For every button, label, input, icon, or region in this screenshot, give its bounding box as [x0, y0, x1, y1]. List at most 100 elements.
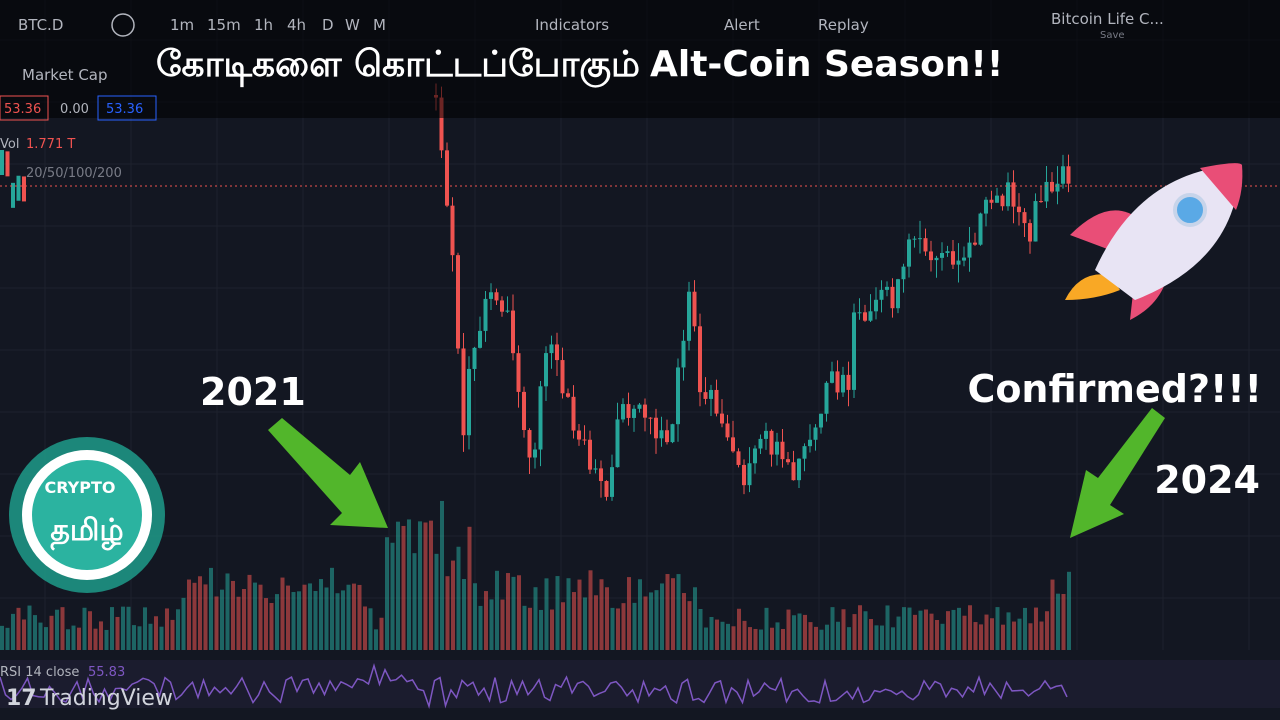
volume-bar — [830, 607, 835, 650]
arrows — [268, 408, 1165, 538]
volume-bar — [968, 605, 972, 650]
volume-bar — [528, 607, 532, 650]
candle — [610, 467, 614, 497]
candle — [747, 463, 752, 486]
volume-bar — [291, 592, 296, 650]
volume-bar — [396, 521, 400, 650]
candle — [494, 292, 499, 301]
volume-bar — [610, 607, 615, 650]
add-symbol[interactable] — [111, 13, 135, 37]
volume-bar — [682, 593, 686, 650]
candle — [478, 330, 482, 348]
volume-bar — [66, 629, 70, 650]
volume-bar — [599, 579, 604, 650]
volume-bar — [797, 613, 802, 650]
volume-bar — [313, 590, 318, 650]
volume-bar — [462, 578, 466, 650]
volume-bar — [71, 625, 76, 650]
volume-bar — [214, 596, 219, 650]
volume-bars — [0, 500, 1071, 650]
candle — [868, 311, 873, 321]
candle — [995, 195, 999, 203]
volume-bar — [341, 590, 345, 650]
volume-bar — [632, 602, 637, 650]
open-value: 53.36 — [4, 102, 41, 117]
volume-bar — [451, 560, 455, 650]
volume-bar — [979, 624, 983, 650]
candle — [780, 441, 785, 460]
volume-bar — [1001, 624, 1005, 650]
candle — [1033, 201, 1038, 242]
volume-bar — [638, 579, 642, 650]
interval[interactable]: 1h — [254, 16, 273, 34]
volume-bar — [77, 627, 81, 650]
volume-bar — [550, 609, 554, 650]
volume-bar — [132, 625, 136, 650]
volume-bar — [467, 526, 472, 650]
volume-bar — [902, 607, 906, 650]
volume-bar — [88, 611, 92, 650]
volume-bar — [192, 582, 197, 650]
volume-bar — [154, 616, 158, 650]
interval[interactable]: D — [322, 16, 334, 34]
volume-bar — [1012, 621, 1016, 650]
volume-bar — [148, 623, 153, 650]
symbol[interactable]: BTC.D — [18, 16, 63, 34]
candle — [5, 151, 10, 177]
interval[interactable]: 15m — [207, 16, 241, 34]
volume-bar — [346, 584, 351, 650]
interval[interactable]: M — [373, 16, 386, 34]
interval[interactable]: 4h — [287, 16, 306, 34]
volume-bar — [814, 626, 818, 650]
volume-bar — [533, 587, 538, 650]
volume-bar — [583, 597, 587, 650]
candle — [445, 150, 449, 206]
volume-bar — [258, 584, 263, 650]
candle — [439, 97, 444, 151]
volume-bar — [572, 592, 576, 650]
volume-bar — [0, 625, 4, 650]
volume-bar — [1023, 607, 1027, 650]
candle — [522, 391, 526, 431]
interval[interactable]: W — [345, 16, 360, 34]
volume-bar — [390, 542, 395, 650]
volume-bar — [242, 588, 246, 650]
volume-bar — [297, 591, 301, 650]
alert[interactable]: Alert — [724, 16, 760, 34]
layout-name[interactable]: Bitcoin Life C... — [1051, 10, 1164, 28]
rsi-value: 55.83 — [88, 665, 125, 680]
volume-bar — [33, 615, 37, 650]
volume-bar — [561, 602, 565, 650]
candle — [984, 199, 988, 214]
replay[interactable]: Replay — [818, 16, 869, 34]
volume-bar — [27, 605, 32, 650]
candle — [1039, 201, 1043, 203]
rocket — [1065, 163, 1243, 320]
volume-bar — [1034, 607, 1038, 650]
candle — [912, 238, 917, 240]
volume-bar — [506, 573, 510, 650]
save[interactable]: Save — [1100, 30, 1125, 41]
rsi-line — [0, 663, 1068, 709]
volume-bar — [511, 576, 516, 650]
price-box — [97, 95, 157, 121]
candle — [621, 404, 625, 420]
volume-bar — [49, 615, 54, 650]
volume-bar — [594, 595, 598, 650]
volume-bar — [38, 622, 43, 650]
candle — [929, 251, 933, 261]
volume-bar — [781, 628, 785, 650]
candle — [599, 468, 603, 482]
volume-bar — [720, 621, 725, 650]
volume-bar — [445, 576, 450, 650]
candle — [973, 242, 977, 245]
logo: CRYPTO தமிழ் — [9, 437, 165, 593]
volume-bar — [165, 608, 169, 650]
candle — [555, 344, 559, 361]
indicators[interactable]: Indicators — [535, 16, 609, 34]
candle — [637, 404, 642, 409]
candle — [588, 439, 592, 470]
volume-bar — [863, 611, 868, 650]
interval[interactable]: 1m — [170, 16, 194, 34]
candle — [863, 312, 867, 321]
